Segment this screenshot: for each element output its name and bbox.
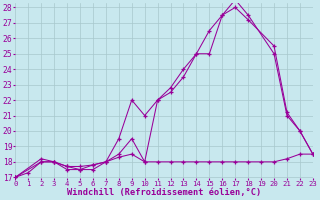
X-axis label: Windchill (Refroidissement éolien,°C): Windchill (Refroidissement éolien,°C)	[67, 188, 261, 197]
